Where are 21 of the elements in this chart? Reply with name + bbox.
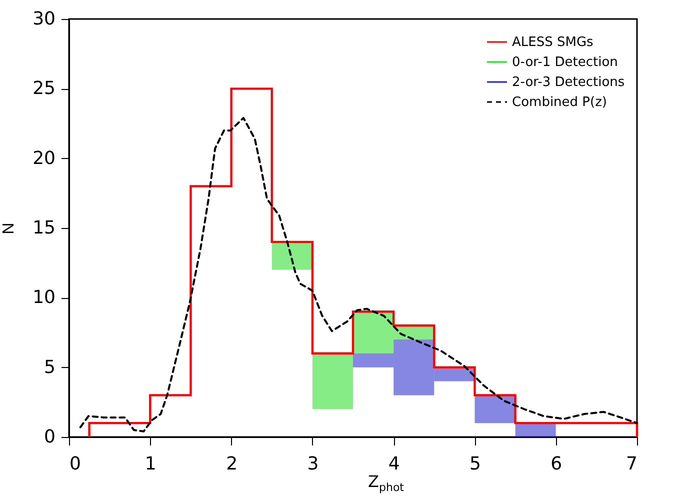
legend-label: 0-or-1 Detection (512, 55, 618, 70)
y-tick-label: 25 (32, 78, 56, 100)
y-tick-label: 5 (44, 356, 56, 378)
legend-label: 2-or-3 Detections (512, 75, 625, 90)
x-tick-label: 5 (469, 454, 481, 474)
y-tick-label: 15 (32, 218, 56, 238)
x-tick-label: 3 (307, 454, 319, 474)
legend-label: Combined P(z) (512, 95, 607, 110)
x-tick-label: 6 (550, 454, 562, 474)
x-tick-label: 4 (388, 454, 400, 474)
x-axis-title: Z$_{phot}$ (368, 472, 404, 494)
legend-label: ALESS SMGs (512, 35, 594, 50)
x-tick-label: 1 (144, 454, 156, 474)
x-tick-label: 7 (626, 454, 638, 474)
y-tick-label: 0 (44, 426, 56, 448)
y-axis-title: N (0, 222, 18, 234)
x-tick-label: 2 (226, 454, 238, 474)
y-tick-label: 20 (32, 148, 56, 169)
y-tick-label: 10 (32, 287, 56, 308)
x-tick-label: 0 (70, 454, 81, 474)
y-tick-label: 30 (32, 8, 56, 30)
